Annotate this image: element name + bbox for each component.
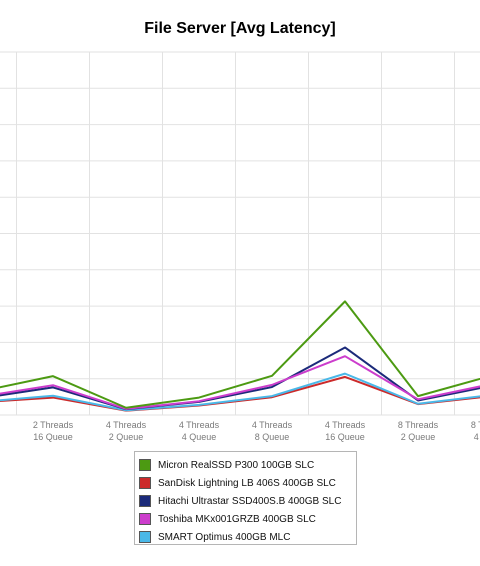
- series-lines: [0, 300, 480, 412]
- series-line: [0, 372, 480, 412]
- x-tick-label: 2 Threads 16 Queue: [33, 420, 74, 442]
- legend-swatch: [139, 459, 151, 471]
- legend-item[interactable]: Toshiba MKx001GRZB 400GB SLC: [139, 510, 356, 528]
- legend-item[interactable]: SMART Optimus 400GB MLC: [139, 528, 356, 546]
- legend-item[interactable]: SanDisk Lightning LB 406S 400GB SLC: [139, 474, 356, 492]
- legend-label: Micron RealSSD P300 100GB SLC: [158, 459, 315, 471]
- chart-title: File Server [Avg Latency]: [144, 20, 336, 37]
- legend-label: Toshiba MKx001GRZB 400GB SLC: [158, 513, 316, 525]
- series-line: [0, 355, 480, 410]
- x-tick-label: 4 Threads 8 Queue: [252, 420, 293, 442]
- series-line: [0, 300, 480, 409]
- legend-swatch: [139, 513, 151, 525]
- x-tick-label: 4 Threads 4 Queue: [179, 420, 220, 442]
- legend-label: SanDisk Lightning LB 406S 400GB SLC: [158, 477, 336, 489]
- legend-label: Hitachi Ultrastar SSD400S.B 400GB SLC: [158, 495, 342, 507]
- legend-label: SMART Optimus 400GB MLC: [158, 531, 291, 543]
- x-tick-label: 4 Threads 16 Queue: [325, 420, 366, 442]
- series-line: [0, 346, 480, 411]
- legend-item[interactable]: Micron RealSSD P300 100GB SLC: [139, 456, 356, 474]
- legend-swatch: [139, 531, 151, 543]
- legend-swatch: [139, 477, 151, 489]
- legend: Micron RealSSD P300 100GB SLC SanDisk Lig…: [134, 451, 357, 545]
- grid: [0, 51, 480, 416]
- legend-swatch: [139, 495, 151, 507]
- legend-item[interactable]: Hitachi Ultrastar SSD400S.B 400GB SLC: [139, 492, 356, 510]
- x-tick-label: 8 Threads 2 Queue: [398, 420, 439, 442]
- x-tick-label: 4 Threads 2 Queue: [106, 420, 147, 442]
